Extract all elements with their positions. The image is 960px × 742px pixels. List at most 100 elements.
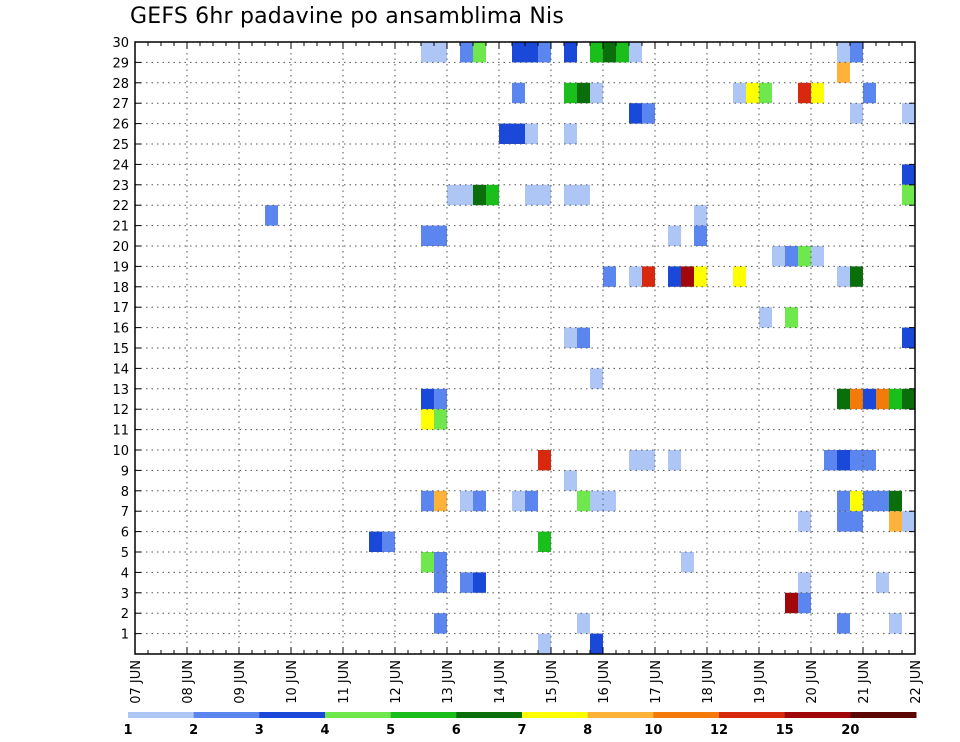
precip-cell — [694, 225, 707, 246]
precip-cell — [837, 490, 850, 512]
x-tick-label: 15 JUN — [545, 660, 560, 704]
precip-cell — [837, 511, 850, 532]
x-tick-label: 12 JUN — [389, 660, 404, 704]
x-tick-label: 16 JUN — [597, 660, 612, 704]
precip-cell — [512, 123, 525, 144]
precip-cell — [525, 490, 538, 512]
precip-cell — [850, 266, 863, 287]
y-tick-label: 5 — [121, 546, 129, 561]
precip-cell — [876, 388, 889, 410]
colorbar-label: 15 — [776, 723, 794, 738]
y-tick-label: 7 — [121, 505, 129, 520]
y-tick-label: 11 — [112, 424, 129, 439]
precip-cell — [590, 490, 603, 512]
colorbar-swatch — [456, 712, 523, 718]
precip-cell — [889, 490, 902, 512]
x-tick-label: 10 JUN — [285, 660, 300, 704]
precip-cell — [564, 42, 577, 63]
precip-cell — [473, 42, 486, 63]
precip-cell — [759, 82, 772, 104]
y-tick-label: 30 — [112, 36, 129, 51]
y-tick-label: 4 — [121, 566, 129, 581]
precip-cell — [850, 511, 863, 532]
precip-cell — [772, 246, 785, 267]
y-tick-label: 12 — [112, 403, 129, 418]
precip-cell — [850, 450, 863, 471]
precip-cell — [811, 246, 824, 267]
x-tick-label: 09 JUN — [233, 660, 248, 704]
x-tick-label: 13 JUN — [441, 660, 456, 704]
chart-title: GEFS 6hr padavine po ansamblima Nis — [130, 4, 564, 29]
precip-cell — [460, 572, 473, 593]
precip-cell — [603, 490, 616, 512]
y-tick-label: 16 — [112, 322, 129, 337]
precip-cell — [577, 490, 590, 512]
y-tick-label: 10 — [112, 444, 129, 459]
precip-cell — [473, 490, 486, 512]
colorbar-label: 3 — [255, 723, 264, 738]
precip-cell — [447, 184, 460, 206]
precip-cell — [538, 633, 551, 654]
precip-cell — [460, 490, 473, 512]
colorbar-swatch — [719, 712, 786, 718]
colorbar: 1 2 3 4 5 6 7 8 10 12 15 20 — [123, 712, 917, 738]
y-tick-label: 27 — [112, 97, 129, 112]
precip-cell — [564, 470, 577, 491]
precip-cell — [902, 511, 915, 532]
x-tick-label: 20 JUN — [805, 660, 820, 704]
y-tick-label: 18 — [112, 281, 129, 296]
colorbar-swatch — [193, 712, 260, 718]
precip-cell — [850, 103, 863, 124]
colorbar-label: 7 — [517, 723, 526, 738]
precip-cell — [863, 82, 876, 104]
y-tick-label: 9 — [121, 464, 129, 479]
precip-cell — [577, 327, 590, 348]
precip-cell — [577, 184, 590, 206]
colorbar-label: 10 — [644, 723, 662, 738]
precip-cell — [889, 511, 902, 532]
precip-cell — [785, 246, 798, 267]
precip-cell — [798, 511, 811, 532]
colorbar-swatch — [390, 712, 457, 718]
colorbar-swatch — [325, 712, 392, 718]
precip-cell — [798, 572, 811, 593]
precip-cell — [642, 450, 655, 471]
colorbar-swatch — [653, 712, 720, 718]
precip-cell — [863, 450, 876, 471]
precip-cell — [902, 164, 915, 185]
y-tick-label: 6 — [121, 526, 129, 541]
precip-cell — [538, 450, 551, 471]
x-axis: 07 JUN 08 JUN 09 JUN 10 JUN 11 JUN 12 JUN 13 J… — [129, 42, 924, 704]
precip-cell — [902, 327, 915, 348]
precip-cell — [434, 572, 447, 593]
y-tick-label: 20 — [112, 240, 129, 255]
x-tick-label: 11 JUN — [337, 660, 352, 704]
precip-cell — [460, 42, 473, 63]
y-tick-label: 1 — [121, 628, 129, 643]
precip-cell — [746, 82, 759, 104]
colorbar-label: 1 — [123, 723, 132, 738]
precip-cell — [837, 450, 850, 471]
y-tick-label: 21 — [112, 220, 129, 235]
precip-cell — [694, 205, 707, 226]
precip-cell — [837, 266, 850, 287]
y-tick-label: 26 — [112, 118, 129, 133]
precip-cell — [889, 613, 902, 634]
precip-cell — [525, 184, 538, 206]
colorbar-swatch — [587, 712, 654, 718]
y-tick-label: 14 — [112, 362, 129, 377]
precip-cell — [590, 82, 603, 104]
precip-cell — [460, 184, 473, 206]
precip-cell — [733, 82, 746, 104]
precip-cell — [421, 552, 434, 573]
precip-cell — [434, 490, 447, 512]
precip-cell — [525, 123, 538, 144]
precip-cell — [421, 388, 434, 410]
precip-cell — [434, 613, 447, 634]
colorbar-swatch — [128, 712, 195, 718]
colorbar-label: 20 — [841, 723, 859, 738]
precip-cell — [759, 307, 772, 328]
precip-cell — [798, 592, 811, 614]
precip-cell — [564, 82, 577, 104]
precip-cell — [382, 531, 395, 552]
